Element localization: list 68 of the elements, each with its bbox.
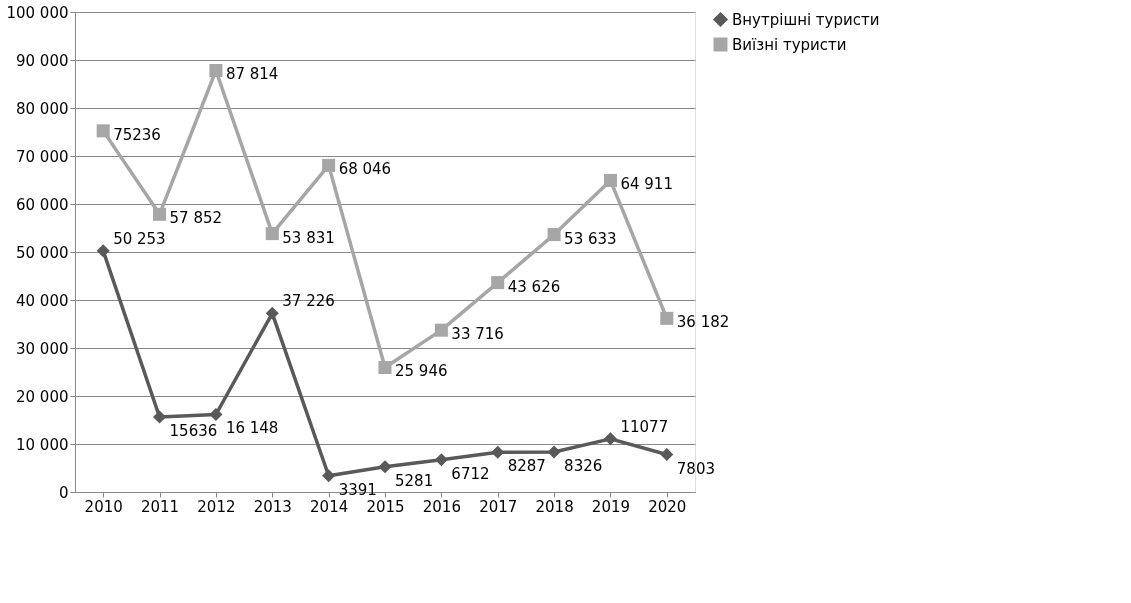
data-label: 64 911	[620, 175, 673, 194]
data-label: 15636	[169, 421, 218, 440]
x-tick-label: 2017	[479, 497, 518, 516]
data-label: 8287	[507, 457, 546, 476]
point	[153, 410, 167, 424]
point	[322, 469, 336, 483]
x-tick-label: 2020	[648, 497, 687, 516]
point	[434, 453, 448, 467]
y-tick-label: 80 000	[16, 99, 69, 118]
y-tick-label: 60 000	[16, 195, 69, 214]
data-label: 8326	[564, 457, 603, 476]
data-label: 75236	[113, 125, 161, 144]
data-label: 5281	[395, 471, 434, 490]
y-tick-label: 40 000	[16, 291, 69, 310]
data-label: 25 946	[395, 362, 448, 381]
data-label: 36 182	[676, 313, 730, 332]
point	[322, 158, 336, 172]
y-tick-label: 10 000	[16, 435, 69, 454]
y-tick-label: 100 000	[6, 3, 69, 22]
point	[547, 445, 561, 459]
x-tick-label: 2011	[140, 497, 180, 516]
point	[209, 63, 223, 78]
data-label: 68 046	[338, 160, 392, 179]
x-tick-label: 2016	[422, 497, 461, 516]
x-tick-label: 2012	[197, 497, 236, 516]
data-label: 11077	[620, 417, 669, 436]
point	[265, 227, 279, 241]
x-tick-label: 2014	[310, 497, 349, 516]
data-label: 3391	[338, 480, 377, 499]
y-tick-label: 20 000	[16, 387, 69, 406]
point	[209, 407, 223, 422]
point	[603, 173, 617, 187]
y-tick-label: 30 000	[16, 339, 69, 358]
point	[378, 460, 392, 474]
y-tick-label: 70 000	[16, 147, 69, 166]
data-label: 53 633	[564, 229, 617, 248]
data-label: 7803	[676, 459, 716, 478]
x-tick-label: 2019	[591, 497, 631, 516]
point	[265, 306, 279, 320]
point	[378, 360, 392, 374]
point	[660, 448, 674, 462]
point	[96, 244, 110, 258]
data-label: 57 852	[169, 209, 223, 228]
point	[603, 432, 617, 446]
point	[491, 445, 505, 459]
x-tick-label: 2015	[366, 497, 405, 516]
legend-label: Внутрішні туристи	[732, 10, 880, 29]
y-tick-label: 0	[58, 483, 69, 502]
point	[660, 311, 674, 325]
x-tick-label: 2013	[253, 497, 292, 516]
legend-label: Виїзні туристи	[732, 35, 847, 54]
data-label: 33 716	[451, 325, 504, 344]
data-label: 87 814	[225, 65, 279, 84]
point	[547, 228, 561, 242]
y-tick-label: 50 000	[16, 243, 69, 262]
data-label: 37 226	[282, 292, 335, 311]
point	[491, 276, 505, 290]
data-label: 53 831	[282, 228, 335, 247]
data-label: 43 626	[507, 277, 561, 296]
point	[96, 124, 110, 138]
x-tick-label: 2010	[84, 497, 123, 516]
data-label: 16 148	[225, 419, 279, 438]
y-tick-label: 90 000	[16, 51, 69, 70]
x-tick-label: 2018	[535, 497, 574, 516]
data-label: 6712	[451, 464, 490, 483]
data-label: 50 253	[113, 229, 166, 248]
point	[434, 323, 448, 337]
point	[153, 207, 167, 221]
